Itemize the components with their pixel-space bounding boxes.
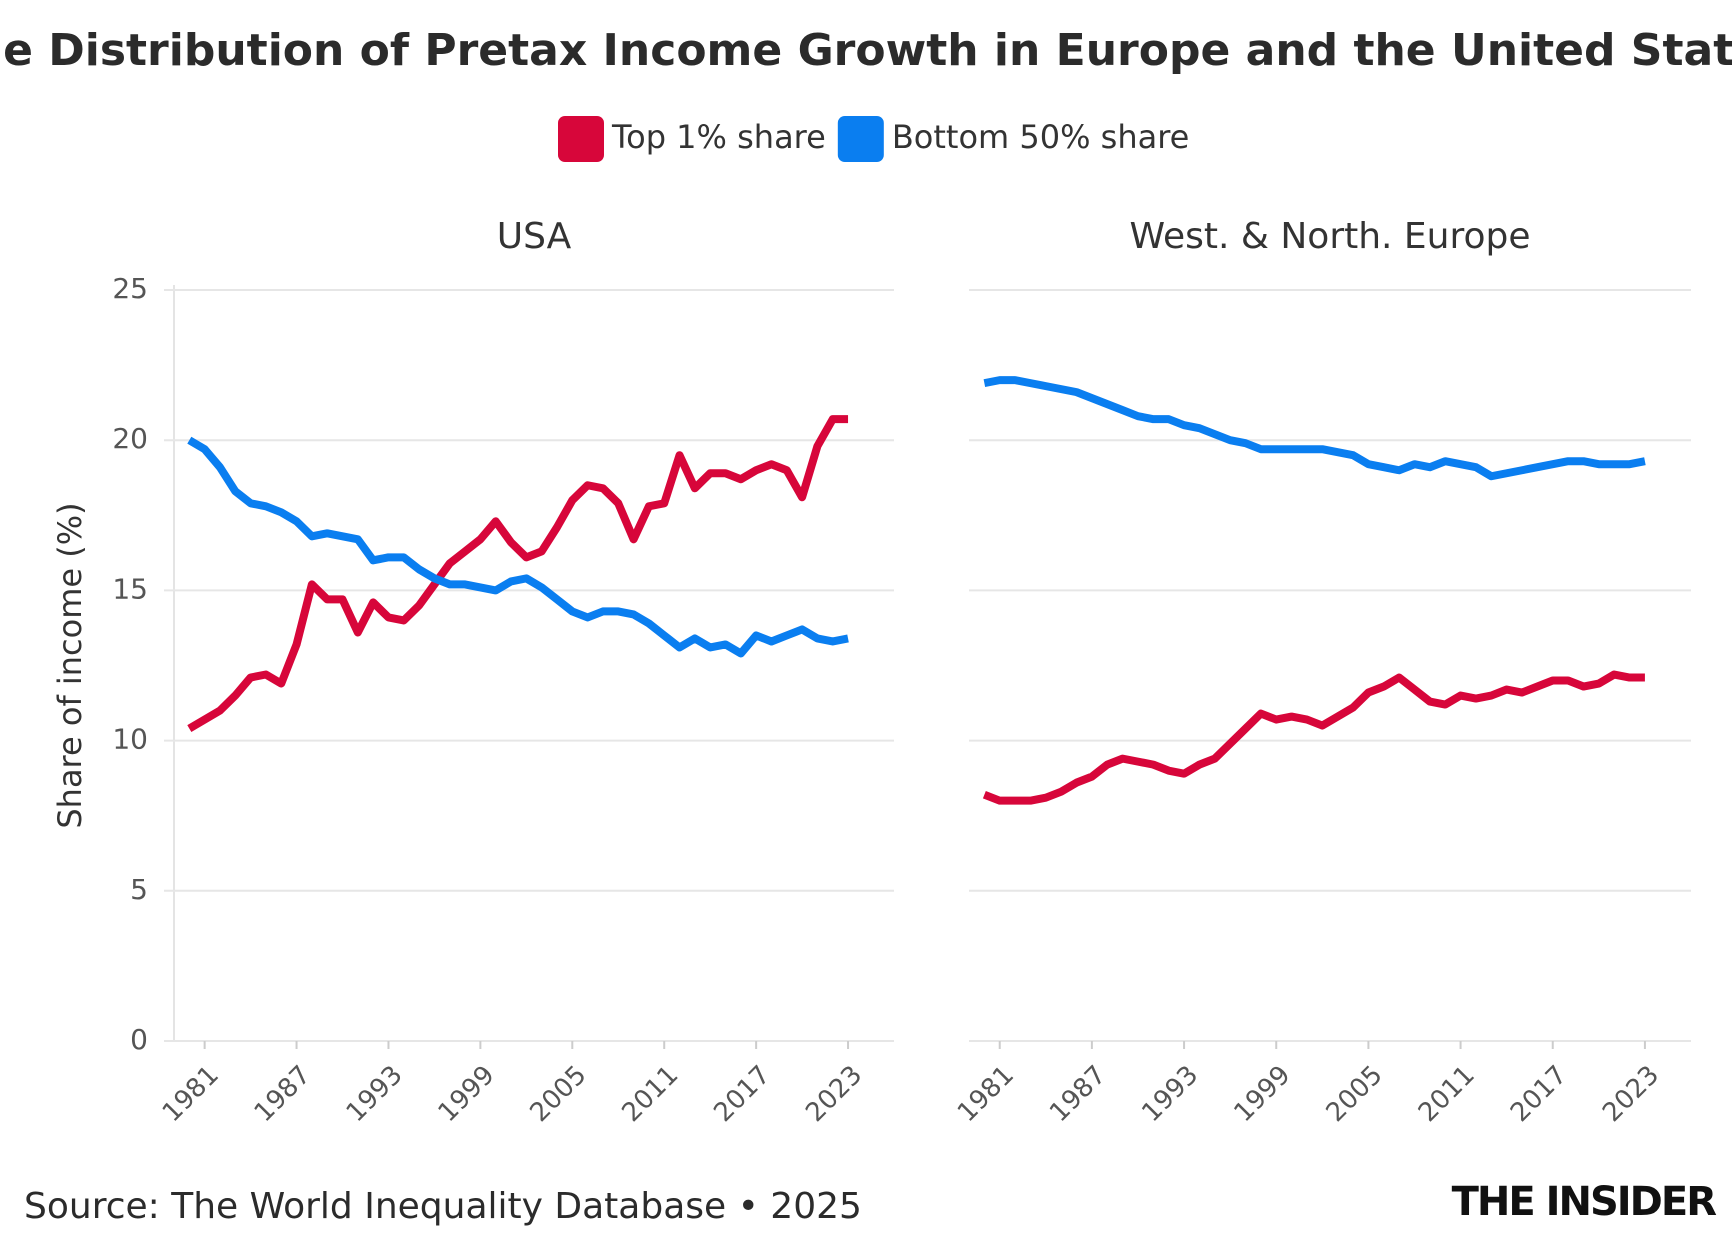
y-tick-label: 15 [112,572,148,605]
series-line [187,436,849,658]
x-tick-label: 1987 [1044,1060,1112,1128]
x-tick-label: 2005 [525,1060,593,1128]
x-tick-label: 2011 [1413,1060,1481,1128]
legend-swatch [837,116,884,162]
brand: THE INSIDER [1452,1179,1717,1225]
y-tick-label: 10 [112,723,148,756]
legend-label: Top 1% share [611,118,826,156]
x-tick-label: 1993 [341,1060,409,1128]
legend: Top 1% share Bottom 50% share [558,116,1189,162]
x-tick-label: 1999 [433,1060,501,1128]
page-title: The Distribution of Pretax Income Growth… [0,25,1732,76]
x-tick-label: 2023 [1597,1060,1665,1128]
x-tick-label: 2017 [708,1060,776,1128]
legend-label: Bottom 50% share [892,118,1190,156]
source: Source: The World Inequality Database • … [24,1186,862,1227]
legend-swatch [558,116,604,162]
x-tick-label: 2011 [616,1060,684,1128]
x-tick-label: 2023 [800,1060,868,1128]
x-tick-label: 1981 [952,1060,1020,1128]
x-tick-label: 1987 [249,1060,317,1128]
x-tick-label: 1993 [1136,1060,1204,1128]
panel-title: USA [497,216,572,257]
panel-title: West. & North. Europe [1129,216,1530,257]
y-axis-label: Share of income (%) [51,502,89,828]
x-tick-label: 1999 [1228,1060,1296,1128]
x-tick-label: 1981 [157,1060,225,1128]
y-tick-label: 5 [130,873,148,906]
series-line [187,415,849,733]
series-line [982,670,1645,805]
x-tick-label: 2005 [1321,1060,1389,1128]
x-tick-label: 2017 [1505,1060,1573,1128]
y-tick-label: 20 [112,422,148,455]
series-line [983,376,1646,481]
y-tick-label: 0 [130,1023,148,1056]
y-tick-label: 25 [112,272,148,305]
